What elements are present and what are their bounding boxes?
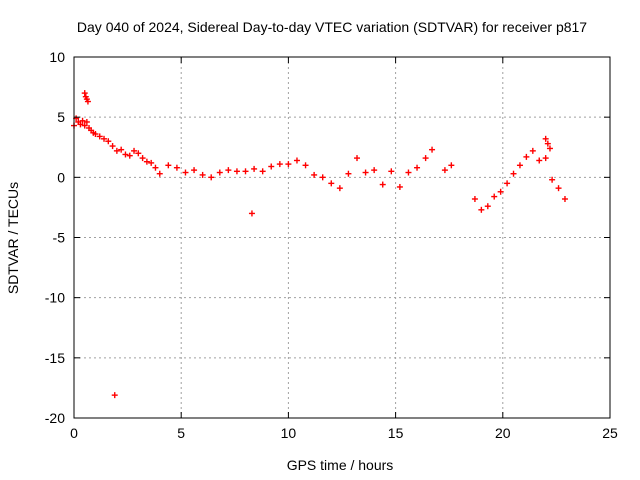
data-point: [293, 157, 300, 164]
data-point: [504, 180, 511, 187]
data-point: [199, 171, 206, 178]
data-points: [71, 90, 568, 399]
data-point: [113, 147, 120, 154]
data-point: [276, 161, 283, 168]
data-point: [491, 193, 498, 200]
data-point: [77, 121, 84, 128]
data-point: [248, 210, 255, 217]
data-point: [165, 162, 172, 169]
data-point: [311, 171, 318, 178]
y-axis-label: SDTVAR / TECUs: [5, 182, 21, 294]
data-point: [497, 188, 504, 195]
data-point: [111, 392, 118, 399]
data-point: [544, 140, 551, 147]
data-point: [216, 169, 223, 176]
data-point: [510, 170, 517, 177]
data-point: [536, 157, 543, 164]
y-axis: -20 -15 -10 -5 0 5 10: [45, 49, 610, 426]
data-point: [81, 90, 88, 97]
data-point: [371, 167, 378, 174]
data-point: [429, 146, 436, 153]
data-point: [242, 168, 249, 175]
x-tick-label: 15: [388, 425, 404, 441]
data-point: [105, 138, 112, 145]
x-tick-label: 5: [177, 425, 185, 441]
data-point: [148, 159, 155, 166]
chart-title: Day 040 of 2024, Sidereal Day-to-day VTE…: [77, 19, 587, 35]
x-axis: 0 5 10 15 20 25: [70, 57, 618, 441]
data-point: [79, 117, 86, 124]
data-point: [208, 174, 215, 181]
data-point: [156, 170, 163, 177]
data-point: [84, 98, 91, 105]
y-tick-label: -15: [45, 350, 65, 366]
data-point: [143, 158, 150, 165]
x-axis-label: GPS time / hours: [287, 457, 394, 473]
data-point: [83, 118, 90, 125]
data-point: [542, 135, 549, 142]
y-tick-label: -5: [53, 230, 66, 246]
data-point: [233, 168, 240, 175]
grid: [74, 57, 610, 418]
data-point: [362, 169, 369, 176]
data-point: [152, 164, 159, 171]
data-point: [251, 165, 258, 172]
data-point: [182, 169, 189, 176]
data-point: [81, 122, 88, 129]
y-tick-label: 10: [49, 49, 65, 65]
data-point: [354, 155, 361, 162]
data-point: [546, 145, 553, 152]
data-point: [285, 161, 292, 168]
data-point: [414, 164, 421, 171]
x-tick-label: 20: [495, 425, 511, 441]
data-point: [405, 169, 412, 176]
data-point: [336, 185, 343, 192]
data-point: [422, 155, 429, 162]
data-point: [92, 131, 99, 138]
y-tick-label: -20: [45, 410, 65, 426]
data-point: [259, 168, 266, 175]
data-point: [328, 180, 335, 187]
y-tick-label: 5: [57, 109, 65, 125]
data-point: [122, 151, 129, 158]
data-point: [173, 164, 180, 171]
x-tick-label: 10: [281, 425, 297, 441]
data-point: [118, 146, 125, 153]
data-point: [529, 147, 536, 154]
data-point: [109, 143, 116, 150]
data-point: [131, 147, 138, 154]
data-point: [379, 181, 386, 188]
x-tick-label: 25: [602, 425, 618, 441]
data-point: [345, 170, 352, 177]
x-tick-label: 0: [70, 425, 78, 441]
data-point: [542, 155, 549, 162]
y-tick-label: 0: [57, 169, 65, 185]
data-point: [478, 206, 485, 213]
data-point: [523, 153, 530, 160]
data-point: [516, 162, 523, 169]
data-point: [101, 135, 108, 142]
data-point: [126, 152, 133, 159]
data-point: [555, 185, 562, 192]
data-point: [302, 162, 309, 169]
data-point: [484, 203, 491, 210]
data-point: [561, 195, 568, 202]
data-point: [139, 155, 146, 162]
data-point: [396, 183, 403, 190]
data-point: [268, 163, 275, 170]
data-point: [135, 150, 142, 157]
data-point: [225, 167, 232, 174]
data-point: [191, 167, 198, 174]
data-point: [319, 174, 326, 181]
data-point: [448, 162, 455, 169]
data-point: [441, 167, 448, 174]
data-point: [388, 168, 395, 175]
data-point: [471, 195, 478, 202]
data-point: [96, 133, 103, 140]
y-tick-label: -10: [45, 290, 65, 306]
data-point: [549, 176, 556, 183]
